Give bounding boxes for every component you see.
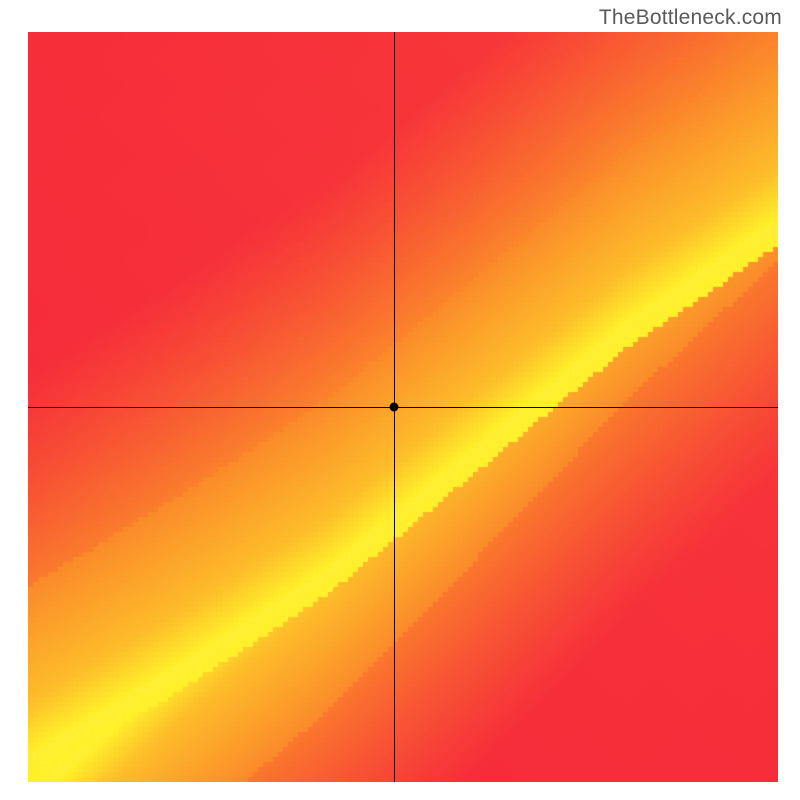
heatmap-plot xyxy=(28,32,778,782)
marker-dot xyxy=(390,403,399,412)
crosshair-horizontal-line xyxy=(28,407,778,408)
watermark-text: TheBottleneck.com xyxy=(599,6,782,30)
